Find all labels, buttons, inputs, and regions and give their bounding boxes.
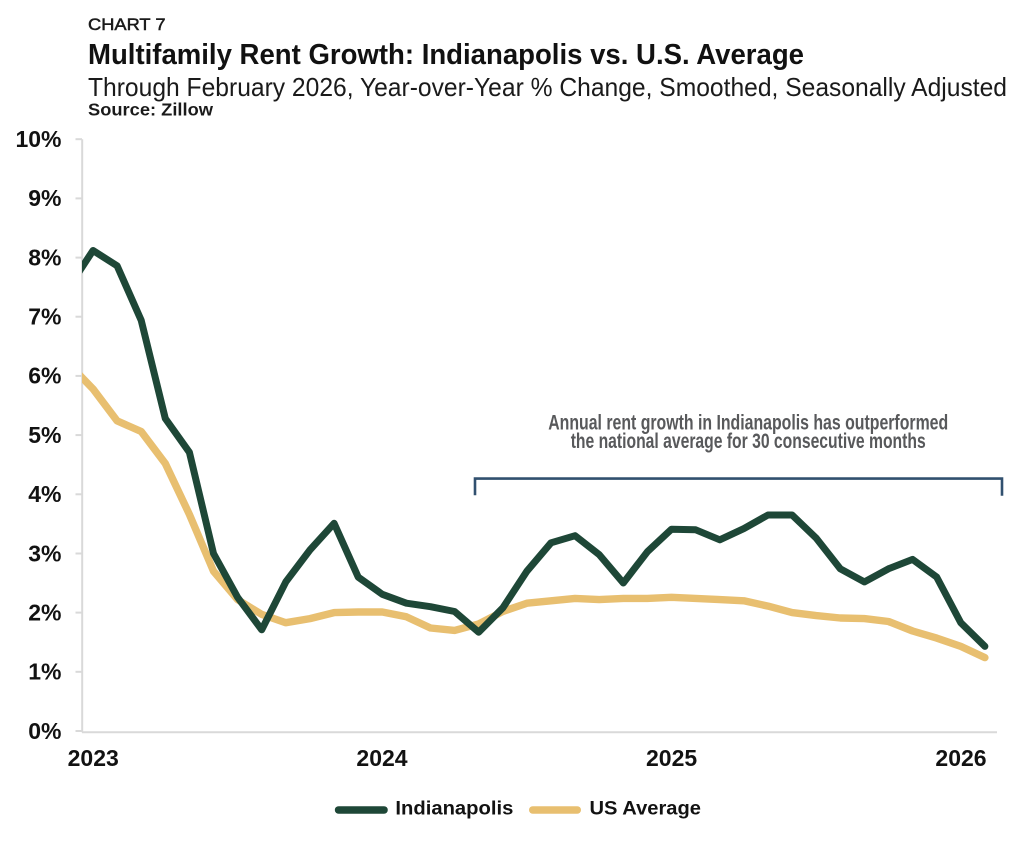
svg-text:2026: 2026	[935, 745, 986, 771]
svg-text:the national average for 30 co: the national average for 30 consecutive …	[571, 429, 926, 453]
svg-text:8%: 8%	[28, 244, 61, 270]
svg-text:5%: 5%	[28, 422, 61, 448]
svg-text:US Average: US Average	[590, 799, 702, 820]
svg-text:Through February 2026, Year-ov: Through February 2026, Year-over-Year % …	[88, 72, 1007, 102]
svg-text:2%: 2%	[28, 599, 61, 625]
svg-text:Annual rent growth in Indianap: Annual rent growth in Indianapolis has o…	[548, 411, 948, 435]
svg-text:3%: 3%	[28, 540, 61, 566]
svg-text:4%: 4%	[28, 481, 61, 507]
svg-text:2025: 2025	[646, 745, 697, 771]
svg-text:1%: 1%	[28, 659, 61, 685]
svg-text:Source: Zillow: Source: Zillow	[88, 100, 213, 120]
svg-text:Multifamily Rent Growth: India: Multifamily Rent Growth: Indianapolis vs…	[88, 39, 804, 71]
svg-text:6%: 6%	[28, 363, 61, 389]
svg-text:7%: 7%	[28, 304, 61, 330]
svg-text:Indianapolis: Indianapolis	[395, 799, 513, 820]
svg-text:CHART 7: CHART 7	[88, 15, 166, 34]
svg-text:10%: 10%	[15, 126, 61, 152]
svg-text:2023: 2023	[68, 745, 119, 771]
svg-text:0%: 0%	[28, 718, 61, 744]
svg-text:9%: 9%	[28, 185, 61, 211]
svg-text:2024: 2024	[356, 745, 407, 771]
